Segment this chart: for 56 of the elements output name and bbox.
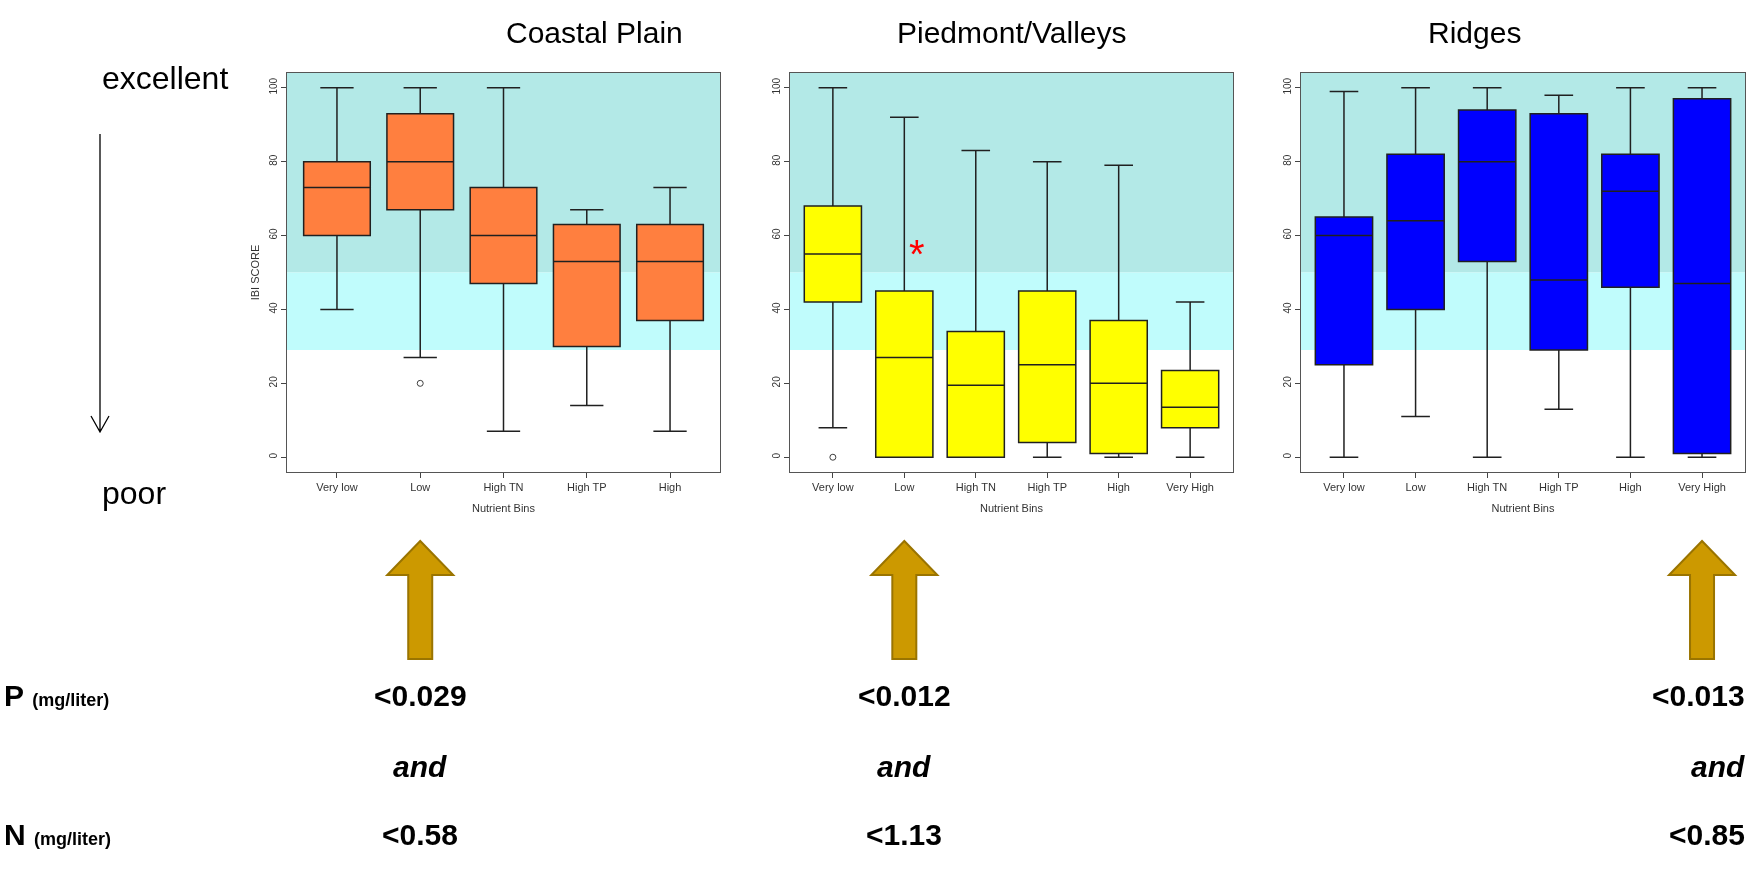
text: <0.013: [1652, 679, 1745, 712]
text: <0.58: [382, 818, 458, 851]
x-tick-label: Very High: [1166, 481, 1214, 494]
y-tick-label: 80: [1282, 154, 1293, 166]
annotation: *: [909, 232, 925, 276]
y-tick-label: 100: [1282, 77, 1293, 95]
y-tick-label: 0: [771, 452, 782, 459]
y-tick-label: 60: [1282, 228, 1293, 240]
y-tick-label: 40: [771, 301, 782, 314]
x-tick-label: Low: [1405, 481, 1426, 494]
text: <0.012: [858, 679, 951, 712]
x-tick-label: High TN: [483, 481, 524, 494]
x-tick-label: Very low: [316, 481, 358, 494]
x-tick-label: High: [1107, 481, 1130, 494]
y-tick-label: 80: [268, 154, 279, 166]
x-tick-label: High: [658, 481, 682, 494]
y-tick-label: 100: [268, 77, 279, 95]
text: excellent: [102, 60, 229, 96]
text: P (mg/liter): [4, 679, 110, 712]
y-tick-label: 80: [771, 154, 782, 166]
x-tick-label: High TP: [1027, 481, 1067, 494]
x-axis-title: Nutrient Bins: [472, 502, 536, 515]
y-tick-label: 40: [1282, 301, 1293, 314]
y-tick-label: 20: [1282, 375, 1293, 388]
y-axis-title: IBI SCORE: [248, 244, 261, 301]
y-tick-label: 40: [268, 301, 279, 314]
x-tick-label: High TN: [1467, 481, 1508, 494]
text: and: [1691, 750, 1746, 783]
x-tick-label: Very High: [1678, 481, 1726, 494]
x-tick-label: High: [1619, 481, 1642, 494]
y-tick-label: 60: [268, 228, 279, 240]
chart-title: Piedmont/Valleys: [897, 16, 1127, 49]
x-tick-label: High TN: [955, 481, 996, 494]
x-tick-label: High TP: [567, 481, 607, 494]
chart-title: Ridges: [1428, 16, 1522, 49]
y-tick-label: 20: [771, 375, 782, 388]
chart-title: Coastal Plain: [506, 16, 683, 49]
x-tick-label: Low: [894, 481, 915, 494]
text: <0.85: [1669, 818, 1745, 851]
x-axis-title: Nutrient Bins: [980, 502, 1044, 515]
text: N (mg/liter): [4, 818, 112, 851]
y-tick-label: 0: [1282, 452, 1293, 459]
y-tick-label: 100: [771, 77, 782, 95]
y-tick-label: 0: [268, 452, 279, 459]
text: and: [393, 750, 448, 783]
x-axis-title: Nutrient Bins: [1491, 502, 1555, 515]
x-tick-label: Very low: [812, 481, 854, 494]
text: and: [877, 750, 932, 783]
x-tick-label: Very low: [1323, 481, 1365, 494]
y-tick-label: 20: [268, 375, 279, 388]
text: poor: [102, 475, 167, 511]
x-tick-label: Low: [410, 481, 431, 494]
y-tick-label: 60: [771, 228, 782, 240]
text: <0.029: [374, 679, 467, 712]
text: <1.13: [866, 818, 942, 851]
x-tick-label: High TP: [1539, 481, 1579, 494]
